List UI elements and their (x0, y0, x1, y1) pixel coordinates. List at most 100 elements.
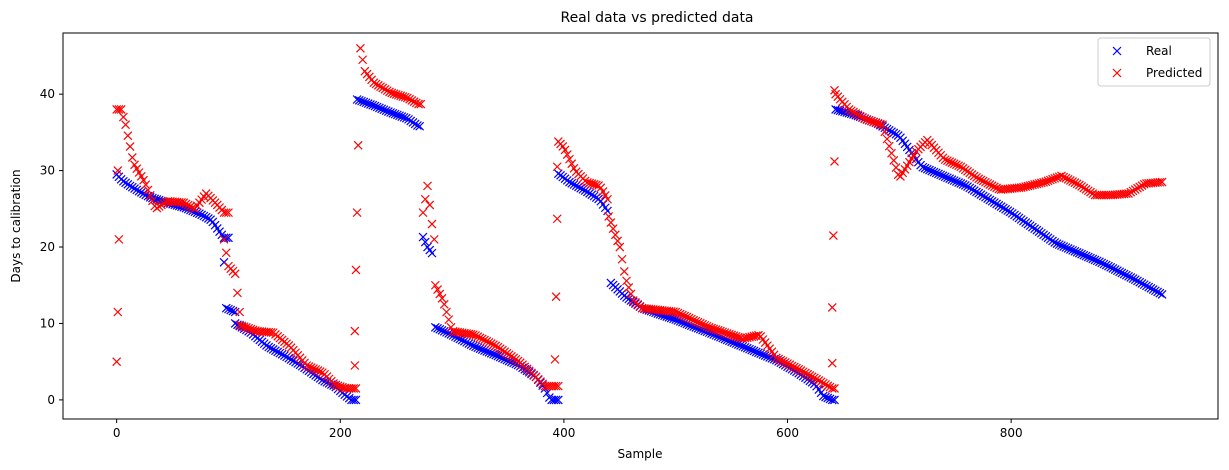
point-predicted (987, 181, 997, 191)
point-real (230, 307, 240, 317)
point-predicted (427, 219, 437, 229)
point-real (1142, 281, 1151, 291)
point-real (1081, 251, 1091, 261)
point-real (972, 187, 981, 197)
point-real (435, 324, 445, 334)
point-predicted (350, 326, 360, 336)
point-predicted (891, 163, 901, 172)
point-predicted (491, 341, 501, 351)
point-real (958, 180, 968, 189)
point-predicted (547, 381, 557, 391)
point-predicted (112, 105, 122, 114)
point-predicted (606, 218, 616, 227)
point-predicted (622, 276, 631, 286)
point-predicted (823, 381, 833, 391)
point-predicted (420, 194, 430, 204)
point-predicted (125, 142, 135, 151)
point-real (751, 347, 761, 357)
point-predicted (342, 384, 352, 393)
point-predicted (266, 327, 276, 337)
point-predicted (423, 181, 432, 191)
point-predicted (673, 308, 683, 318)
x-axis-label: Sample (618, 447, 663, 461)
point-predicted (416, 99, 426, 109)
point-predicted (805, 371, 815, 380)
point-predicted (484, 337, 494, 347)
point-predicted (355, 43, 365, 53)
point-predicted (1092, 190, 1102, 200)
point-real (1128, 274, 1138, 283)
series-real (112, 95, 1167, 405)
point-predicted (567, 159, 577, 169)
point-predicted (855, 111, 865, 121)
point-predicted (972, 173, 981, 182)
point-real (983, 194, 993, 204)
point-real (754, 348, 763, 358)
point-predicted (942, 156, 952, 166)
point-real (219, 233, 229, 243)
point-predicted (853, 110, 863, 120)
point-real (967, 184, 977, 194)
point-real (1088, 254, 1098, 264)
chart-title: Real data vs predicted data (560, 10, 753, 26)
point-predicted (940, 155, 950, 165)
point-predicted (376, 82, 385, 92)
point-real (381, 106, 391, 116)
point-predicted (113, 307, 123, 317)
point-predicted (1065, 175, 1075, 185)
point-real (273, 347, 283, 357)
point-real (279, 351, 289, 360)
point-real (489, 349, 498, 359)
point-predicted (1101, 190, 1111, 200)
point-real (1065, 244, 1075, 254)
point-predicted (430, 280, 440, 290)
point-predicted (792, 363, 801, 373)
point-real (1148, 285, 1158, 294)
point-predicted (183, 200, 193, 210)
point-real (994, 200, 1004, 210)
point-real (1001, 204, 1010, 214)
point-predicted (830, 156, 839, 166)
point-predicted (604, 212, 614, 221)
point-real (931, 168, 941, 178)
point-real (413, 121, 422, 130)
point-real (922, 164, 932, 174)
point-predicted (565, 154, 574, 164)
point-predicted (785, 360, 795, 370)
point-real (738, 341, 748, 351)
point-real (1077, 249, 1087, 259)
point-real (1097, 258, 1107, 268)
point-real (936, 170, 946, 180)
point-predicted (1099, 190, 1109, 200)
point-predicted (880, 127, 890, 137)
point-real (1057, 241, 1066, 251)
point-real (954, 178, 964, 187)
point-predicted (698, 319, 707, 329)
point-predicted (552, 162, 562, 172)
point-predicted (429, 234, 439, 244)
point-real (1090, 255, 1100, 265)
point-predicted (830, 85, 839, 95)
point-real (551, 395, 561, 405)
point-real (1108, 264, 1118, 273)
point-real (459, 336, 469, 346)
y-tick-label: 10 (40, 316, 55, 330)
point-predicted (560, 145, 570, 155)
point-real (989, 198, 999, 208)
point-real (951, 177, 961, 186)
point-real (756, 349, 766, 359)
y-tick-label: 20 (40, 240, 55, 254)
point-real (221, 303, 231, 313)
point-predicted (889, 155, 899, 165)
point-predicted (818, 378, 828, 388)
point-real (125, 181, 135, 191)
point-predicted (951, 160, 961, 170)
point-real (275, 348, 285, 358)
point-predicted (306, 363, 316, 372)
point-predicted (1133, 183, 1142, 193)
point-real (1083, 252, 1093, 262)
point-predicted (1090, 190, 1100, 200)
point-real (671, 315, 681, 325)
point-real (374, 103, 384, 113)
